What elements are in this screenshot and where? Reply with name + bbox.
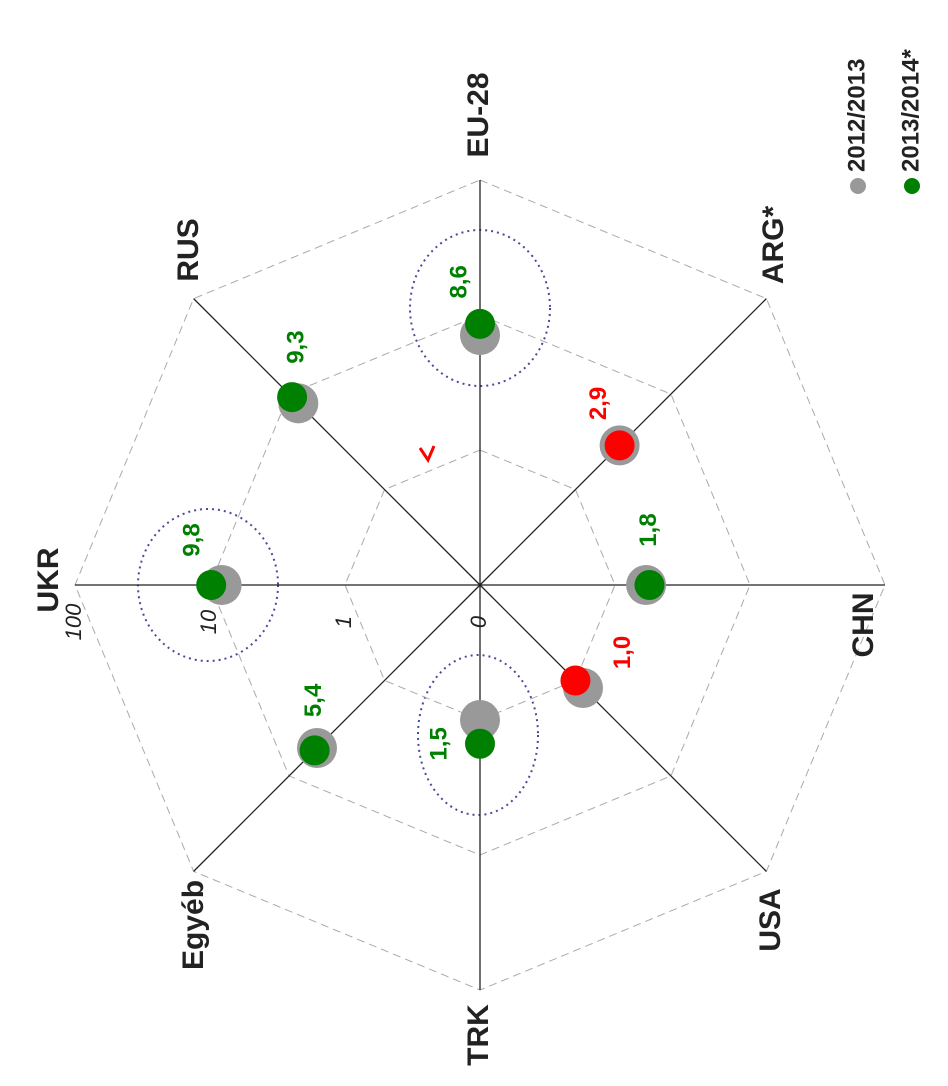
data-label: 9,8	[179, 523, 206, 556]
data-label: 5,4	[300, 683, 327, 717]
tick-label: 10	[196, 609, 221, 634]
data-label: 8,6	[445, 265, 472, 298]
category-label: ARG*	[757, 206, 790, 285]
data-point	[465, 728, 495, 759]
category-label: UKR	[32, 547, 65, 612]
data-point	[299, 735, 330, 766]
axis-line	[479, 584, 767, 872]
data-point	[604, 430, 635, 461]
data-label: 1,8	[635, 513, 662, 546]
data-label: 1,5	[425, 727, 452, 760]
tick-label: 1	[331, 616, 356, 628]
category-label: RUS	[172, 218, 205, 281]
category-label: EU-28	[462, 72, 495, 157]
category-label: TRK	[462, 1004, 495, 1066]
grid-ring	[344, 449, 616, 721]
data-label: 1,0	[609, 636, 636, 669]
data-point	[465, 308, 495, 339]
data-point	[277, 382, 308, 413]
legend-swatch	[904, 178, 920, 194]
category-label: Egyéb	[177, 880, 210, 970]
category-label: USA	[754, 888, 787, 951]
legend-label: 2013/2014*	[897, 49, 924, 172]
tick-label: 0	[466, 615, 491, 628]
axis-line	[193, 298, 481, 586]
decoration	[418, 445, 436, 464]
data-point	[460, 700, 500, 740]
legend-label: 2012/2013	[843, 59, 870, 172]
data-label: 9,3	[282, 330, 309, 363]
axis-line	[193, 584, 481, 872]
category-label: CHN	[847, 593, 880, 658]
data-point	[196, 570, 227, 600]
data-point	[634, 570, 665, 600]
tick-label: 100	[61, 603, 86, 640]
data-label: 2,9	[585, 387, 612, 420]
data-point	[560, 665, 591, 696]
highlight-ellipse	[417, 654, 539, 816]
legend-swatch	[850, 178, 866, 194]
